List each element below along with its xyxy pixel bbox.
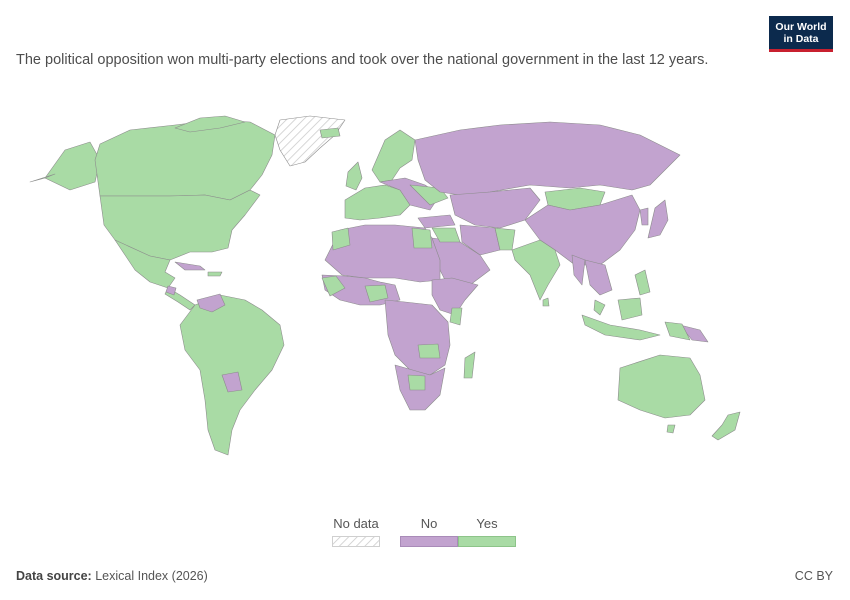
data-source-link[interactable]: Lexical Index (2026) xyxy=(95,569,208,583)
alaska[interactable] xyxy=(44,141,101,191)
world-map[interactable] xyxy=(0,100,850,470)
greenland[interactable] xyxy=(274,115,346,167)
data-source-label: Data source: xyxy=(16,569,92,583)
myanmar[interactable] xyxy=(571,254,586,286)
malaysia[interactable] xyxy=(593,299,606,316)
uk-ireland[interactable] xyxy=(345,161,363,191)
license[interactable]: CC BY xyxy=(794,569,833,583)
arabian-peninsula[interactable] xyxy=(431,237,491,291)
data-source: Data source: Lexical Index (2026) xyxy=(16,569,208,583)
venezuela[interactable] xyxy=(196,293,226,313)
logo-line-2: in Data xyxy=(783,32,819,45)
borneo[interactable] xyxy=(617,297,643,321)
thailand-indochina[interactable] xyxy=(584,259,613,296)
legend-label-yes: Yes xyxy=(476,516,498,531)
mexico[interactable] xyxy=(114,239,176,289)
sri-lanka[interactable] xyxy=(542,297,550,307)
paraguay[interactable] xyxy=(221,371,243,393)
iran[interactable] xyxy=(459,224,501,256)
legend-label-no: No xyxy=(420,516,438,531)
canada[interactable] xyxy=(94,119,276,201)
new-zealand[interactable] xyxy=(711,411,741,441)
philippines[interactable] xyxy=(634,269,651,296)
senegal-ghana[interactable] xyxy=(321,275,346,297)
madagascar[interactable] xyxy=(463,351,476,379)
india[interactable] xyxy=(511,239,561,301)
legend-item-no-data[interactable]: No data xyxy=(330,516,382,532)
egypt[interactable] xyxy=(411,227,433,249)
hispaniola[interactable] xyxy=(207,271,223,277)
horn-of-africa[interactable] xyxy=(431,277,479,316)
chart-subtitle: The political opposition won multi-party… xyxy=(16,52,709,68)
western-europe[interactable] xyxy=(344,184,411,221)
zambia-malawi[interactable] xyxy=(417,343,441,359)
papua-new-guinea[interactable] xyxy=(679,324,709,343)
cuba[interactable] xyxy=(174,261,206,271)
korea[interactable] xyxy=(639,207,649,226)
alaska-islands xyxy=(29,173,56,183)
guatemala[interactable] xyxy=(165,285,177,296)
japan[interactable] xyxy=(647,199,669,239)
botswana[interactable] xyxy=(407,374,426,391)
kenya[interactable] xyxy=(449,307,463,326)
map-legend: No data No Yes xyxy=(0,516,850,552)
nigeria-region[interactable] xyxy=(364,284,389,303)
iceland[interactable] xyxy=(319,127,341,139)
central-africa[interactable] xyxy=(384,299,451,376)
scandinavia[interactable] xyxy=(371,129,416,183)
canadian-arctic-islands xyxy=(174,115,246,133)
russia[interactable] xyxy=(414,121,681,196)
legend-item-yes[interactable]: Yes xyxy=(458,516,516,532)
owid-logo[interactable]: Our World in Data xyxy=(769,16,833,52)
legend-swatch-no xyxy=(400,536,458,547)
legend-item-no[interactable]: No xyxy=(400,516,458,532)
legend-label-no-data: No data xyxy=(333,516,379,531)
logo-line-1: Our World xyxy=(775,20,827,33)
turkey[interactable] xyxy=(417,214,456,229)
new-guinea-west[interactable] xyxy=(664,321,691,341)
indonesia[interactable] xyxy=(581,314,661,341)
australia[interactable] xyxy=(617,354,706,419)
legend-swatch-no-data xyxy=(332,536,380,547)
legend-swatch-yes xyxy=(458,536,516,547)
iraq-levant[interactable] xyxy=(431,227,461,243)
tasmania[interactable] xyxy=(666,424,676,434)
morocco[interactable] xyxy=(331,227,351,251)
